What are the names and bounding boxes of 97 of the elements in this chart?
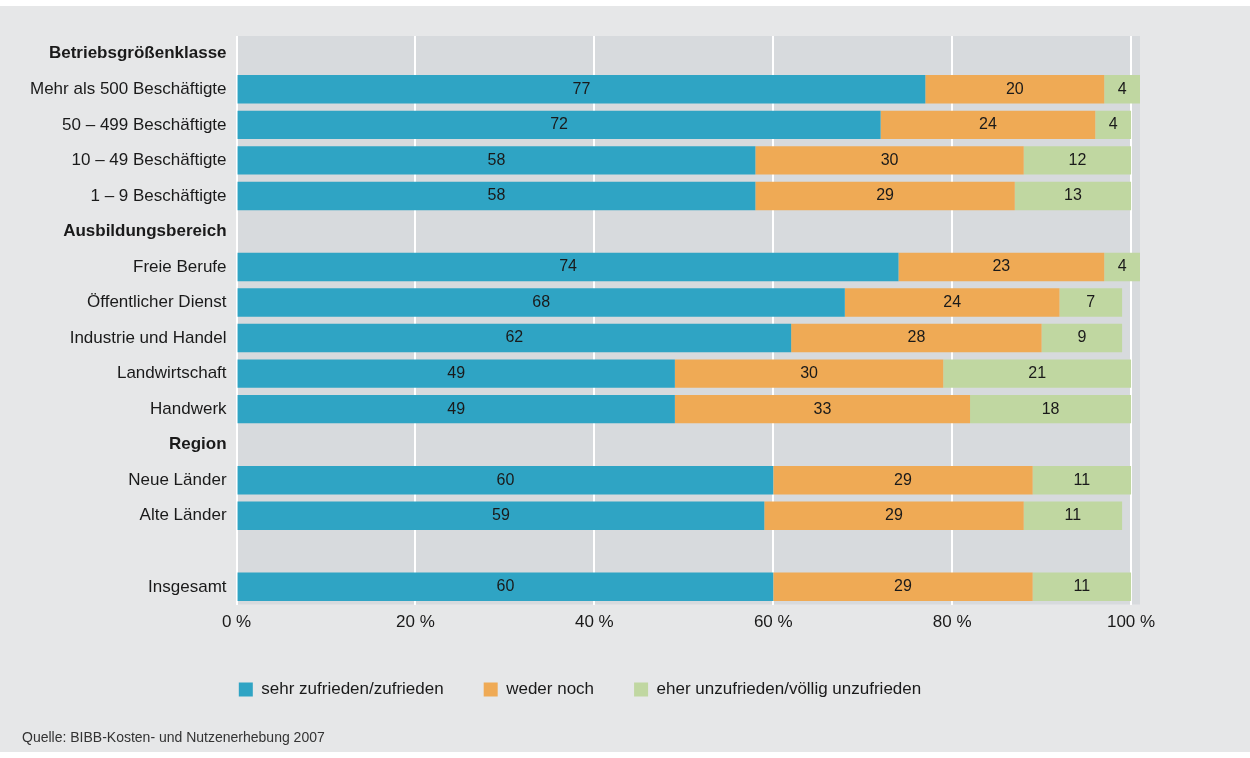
data-label: 29 <box>885 506 904 524</box>
y-tick-label: Ausbildungsbereich <box>63 221 227 241</box>
y-tick-label: Neue Länder <box>128 469 227 489</box>
x-tick-label: 100 % <box>1106 612 1156 632</box>
data-label: 28 <box>907 328 926 346</box>
x-tick-label: 80 % <box>932 612 972 632</box>
bar <box>674 359 944 388</box>
bar <box>898 252 1105 282</box>
y-tick-label: Industrie und Handel <box>69 327 227 347</box>
bar <box>1023 146 1132 175</box>
data-label: 30 <box>800 364 819 382</box>
data-label: 23 <box>992 257 1011 275</box>
data-label: 30 <box>880 150 899 168</box>
data-label: 62 <box>505 328 524 346</box>
bar <box>237 146 756 175</box>
data-label: 4 <box>1117 79 1127 97</box>
data-label: 11 <box>1064 506 1082 524</box>
y-tick-label: Landwirtschaft <box>116 363 227 383</box>
data-label: 60 <box>496 577 515 595</box>
bar <box>755 146 1024 175</box>
data-label: 33 <box>813 399 832 417</box>
y-tick-label: 50 – 499 Beschäftigte <box>62 114 227 134</box>
x-tick-label: 60 % <box>753 612 793 632</box>
legend-label: eher unzufrieden/völlig unzufrieden <box>656 679 922 699</box>
data-label: 49 <box>447 364 466 382</box>
bar <box>237 288 845 317</box>
y-tick-label: Mehr als 500 Beschäftigte <box>29 78 227 98</box>
bar <box>1032 572 1132 602</box>
bar <box>237 572 774 602</box>
data-label: 21 <box>1028 364 1047 382</box>
bar <box>1041 323 1123 353</box>
bar <box>1095 110 1132 140</box>
data-label: 24 <box>979 115 997 133</box>
bar <box>237 110 881 140</box>
data-label: 4 <box>1117 257 1127 275</box>
y-tick-label: 10 – 49 Beschäftigte <box>71 150 227 170</box>
data-label: 9 <box>1077 328 1087 346</box>
y-tick-label: Region <box>168 434 227 454</box>
bar <box>1104 75 1140 104</box>
data-label: 60 <box>496 470 515 488</box>
data-label: 18 <box>1041 399 1060 417</box>
data-label: 29 <box>876 186 895 204</box>
data-label: 29 <box>894 577 912 595</box>
bar <box>764 501 1024 530</box>
data-label: 59 <box>492 506 510 524</box>
data-label: 72 <box>550 115 569 133</box>
bar <box>1104 252 1140 282</box>
x-tick-label: 40 % <box>574 612 614 632</box>
bar <box>943 359 1132 388</box>
data-label: 58 <box>487 150 506 168</box>
data-label: 20 <box>1005 79 1024 97</box>
y-tick-label: 1 – 9 Beschäftigte <box>90 185 227 205</box>
bar <box>237 359 675 388</box>
y-tick-label: Betriebsgrößenklasse <box>48 43 227 63</box>
source-note: Quelle: BIBB-Kosten- und Nutzenerhebung 2007 <box>22 729 325 745</box>
x-tick-label: 0 % <box>221 612 252 632</box>
bar <box>674 394 971 424</box>
data-label: 11 <box>1073 470 1091 488</box>
data-label: 4 <box>1108 115 1118 133</box>
bar <box>1032 466 1132 495</box>
data-label: 74 <box>559 257 578 275</box>
bar <box>1023 501 1123 530</box>
bar <box>1014 181 1132 211</box>
x-tick-label: 20 % <box>396 612 435 632</box>
y-tick-label: Öffentlicher Dienst <box>87 292 227 312</box>
bar <box>844 288 1060 317</box>
data-label: 7 <box>1086 292 1096 310</box>
data-label: 11 <box>1073 577 1091 595</box>
y-tick-label: Freie Berufe <box>133 256 227 276</box>
bar <box>237 75 926 104</box>
bar <box>237 252 899 282</box>
y-tick-label: Insgesamt <box>148 576 227 596</box>
data-label: 77 <box>572 79 591 97</box>
data-label: 29 <box>894 470 912 488</box>
data-label: 49 <box>447 399 466 417</box>
bar <box>237 323 792 353</box>
bar <box>237 466 774 495</box>
bar <box>880 110 1096 140</box>
bar <box>237 501 765 530</box>
bar <box>791 323 1042 353</box>
data-label: 12 <box>1068 150 1087 168</box>
bar <box>773 466 1033 495</box>
bar <box>1059 288 1123 317</box>
y-tick-label: Handwerk <box>150 398 228 418</box>
bar <box>773 572 1033 602</box>
legend-label: weder noch <box>505 679 595 699</box>
y-tick-label: Alte Länder <box>139 505 227 525</box>
bar <box>925 75 1105 104</box>
data-label: 58 <box>487 186 506 204</box>
data-label: 13 <box>1064 186 1082 204</box>
bar <box>970 394 1132 424</box>
bar <box>237 394 675 424</box>
bar <box>755 181 1015 211</box>
legend-label: sehr zufrieden/zufrieden <box>261 679 444 699</box>
bar <box>237 181 756 211</box>
data-label: 68 <box>532 292 551 310</box>
data-label: 24 <box>943 292 962 310</box>
